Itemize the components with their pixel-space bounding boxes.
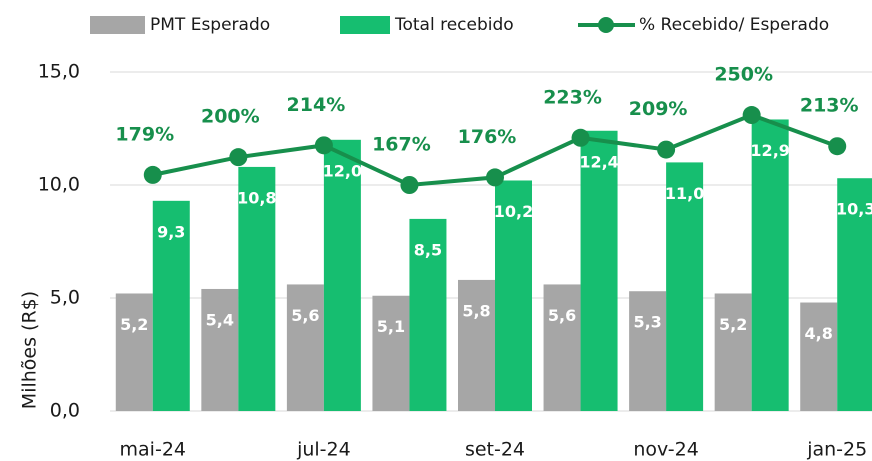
bar (372, 295, 410, 411)
data-label: 200% (201, 106, 260, 128)
legend-label: PMT Esperado (150, 15, 270, 35)
line-marker (486, 168, 504, 187)
data-label: 5,2 (719, 315, 747, 334)
line-marker (571, 128, 590, 147)
y-tick-label: 0,0 (50, 400, 80, 422)
data-label: 10,8 (237, 188, 276, 207)
x-tick-label: jul-24 (296, 439, 351, 461)
bar (152, 200, 190, 411)
data-label: 4,8 (805, 324, 833, 343)
y-axis-label: Milhões (R$) (19, 291, 41, 409)
data-label: 213% (800, 95, 859, 117)
data-label: 5,8 (462, 301, 490, 320)
data-label: 8,5 (414, 240, 442, 259)
bar (323, 139, 361, 412)
line-marker (742, 106, 761, 125)
x-tick-label: jan-25 (806, 439, 867, 461)
bar (800, 302, 838, 411)
data-label: 223% (543, 86, 602, 108)
data-label: 9,3 (157, 222, 185, 241)
bar (458, 279, 495, 411)
bar (629, 291, 667, 411)
x-tick-label: mai-24 (120, 439, 186, 461)
bar (580, 130, 618, 411)
y-tick-label: 10,0 (38, 174, 80, 196)
bar (238, 166, 276, 411)
bar (543, 284, 581, 411)
data-label: 10,3 (836, 200, 872, 219)
line-marker (143, 165, 162, 184)
line-marker (229, 148, 248, 167)
data-label: 214% (287, 94, 346, 116)
y-tick-label: 5,0 (50, 287, 80, 309)
data-label: 209% (629, 98, 688, 120)
line-marker (314, 136, 333, 155)
bar (495, 180, 532, 411)
data-label: 12,4 (579, 152, 618, 171)
data-label: 5,6 (291, 306, 319, 325)
y-tick-label: 15,0 (38, 61, 80, 83)
data-label: 5,4 (206, 310, 234, 329)
line-marker (657, 140, 676, 159)
x-tick-label: nov-24 (633, 439, 698, 461)
x-tick-label: set-24 (465, 439, 525, 461)
bar (714, 293, 752, 411)
bar (837, 178, 872, 411)
data-label: 167% (372, 134, 431, 156)
data-label: 5,2 (120, 315, 148, 334)
data-label: 11,0 (665, 184, 704, 203)
bar (751, 119, 789, 412)
line-marker (828, 137, 847, 156)
line-marker (400, 176, 419, 194)
bar (201, 288, 239, 411)
data-label: 5,3 (633, 313, 661, 332)
data-label: 12,9 (750, 141, 789, 160)
data-label: 250% (714, 64, 773, 86)
bar (286, 284, 324, 411)
legend-swatch (340, 16, 390, 34)
data-label: 10,2 (494, 202, 533, 221)
legend-label: Total recebido (394, 15, 514, 35)
data-label: 179% (115, 123, 174, 145)
bar (409, 218, 447, 411)
legend-swatch (598, 17, 614, 33)
bar (666, 162, 704, 411)
bar (115, 293, 153, 411)
data-label: 5,6 (548, 306, 576, 325)
data-label: 5,1 (377, 317, 405, 336)
data-label: 12,0 (323, 161, 362, 180)
legend-label: % Recebido/ Esperado (639, 15, 829, 35)
data-label: 176% (458, 126, 517, 148)
legend-swatch (90, 16, 145, 34)
